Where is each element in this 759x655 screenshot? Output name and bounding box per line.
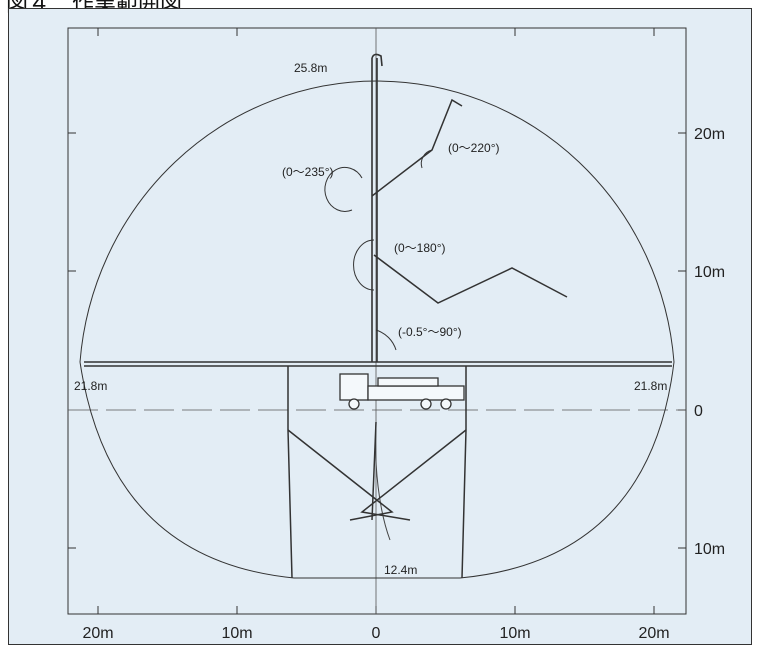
reach-left-label: 21.8m (74, 379, 107, 393)
boom-folded-2 (373, 254, 568, 304)
plot-box (67, 27, 687, 615)
diagram-frame (8, 8, 752, 645)
angle-label: (0～180°) (394, 241, 446, 255)
x-tick-label: 0 (372, 625, 381, 642)
boom-down-left (287, 366, 394, 579)
angle-label: (0～235°) (282, 165, 334, 179)
depth-label: 12.4m (384, 563, 417, 577)
angle-label: (-0.5°～90°) (398, 325, 462, 339)
x-tick-label: 10m (499, 625, 530, 642)
max-height-label: 25.8m (294, 61, 327, 75)
y-tick-label: 10m (694, 264, 725, 281)
y-tick-label: 0 (694, 403, 703, 420)
truck (339, 373, 465, 410)
rotation-arcs (324, 149, 433, 351)
boom-down-right (360, 366, 467, 579)
lower-reach-curve (79, 361, 675, 579)
depth-arc (375, 421, 391, 541)
angle-label: (0～220°) (448, 141, 500, 155)
y-tick-label: 20m (694, 126, 725, 143)
boom-folded-1 (371, 98, 463, 197)
reach-right-label: 21.8m (634, 379, 667, 393)
x-tick-label: 20m (82, 625, 113, 642)
boom-vertical (371, 53, 383, 362)
y-tick-label: 10m (694, 541, 725, 558)
x-tick-label: 10m (221, 625, 252, 642)
x-tick-label: 20m (638, 625, 669, 642)
boom-horizontal (84, 361, 672, 367)
